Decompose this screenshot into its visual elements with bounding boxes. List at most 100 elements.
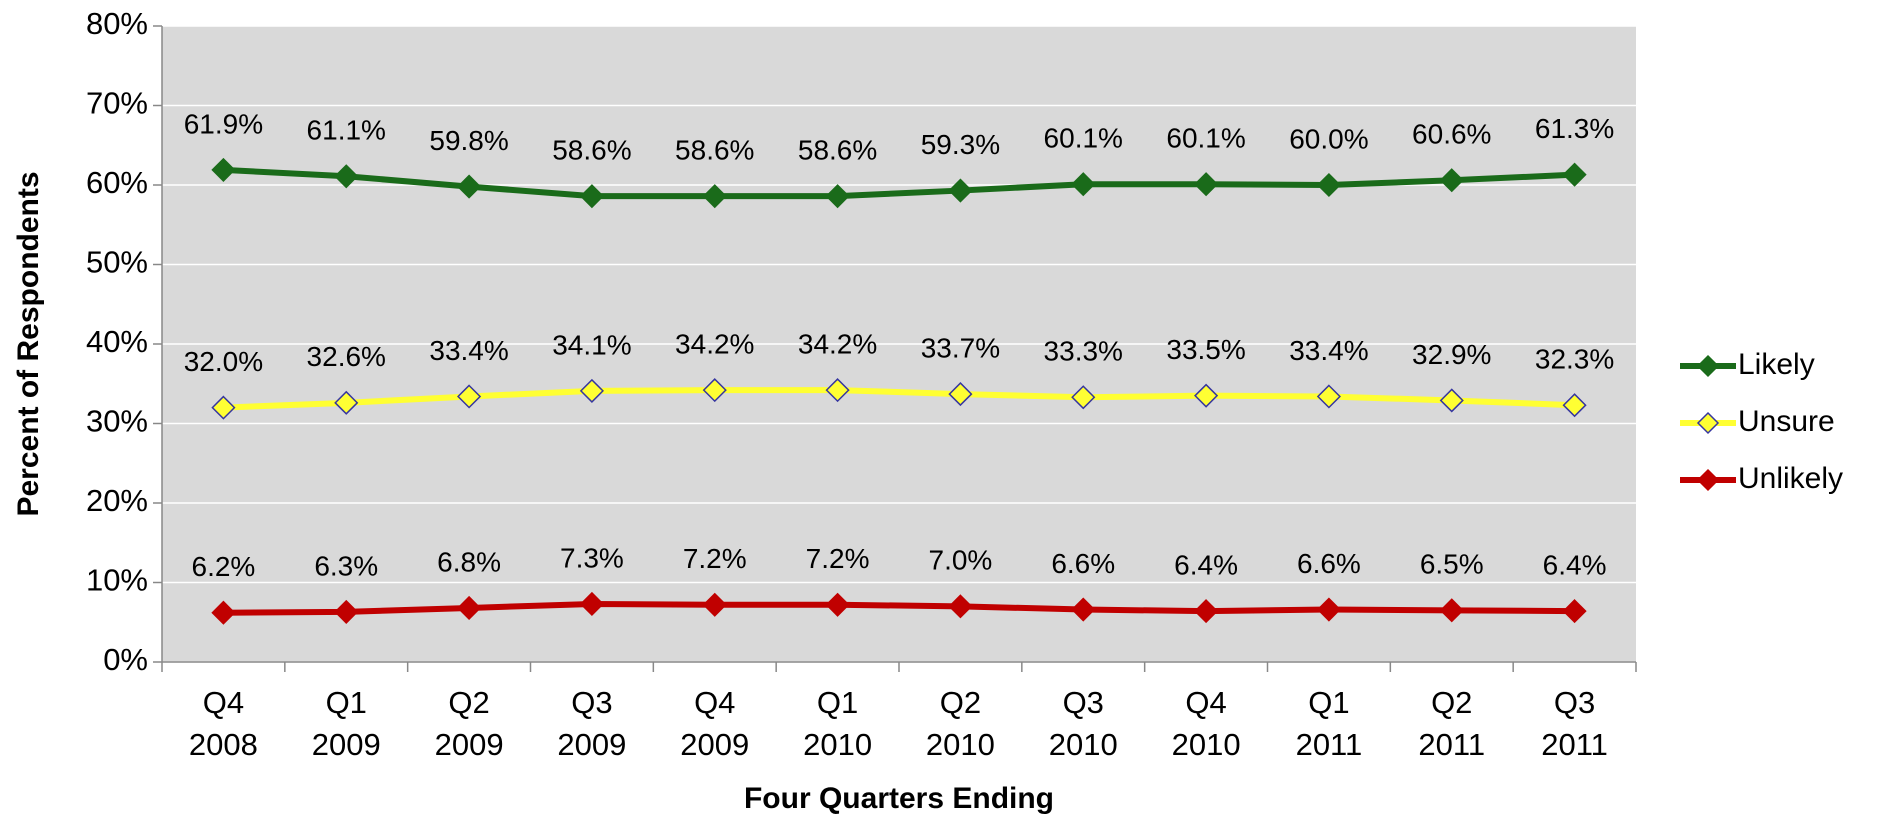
data-marker bbox=[457, 384, 482, 409]
x-tick-label: Q2 2009 bbox=[435, 685, 504, 762]
data-label: 34.2% bbox=[675, 329, 754, 360]
data-marker bbox=[1316, 384, 1341, 409]
data-label: 58.6% bbox=[798, 135, 877, 166]
y-tick-label: 40% bbox=[86, 324, 148, 359]
data-label: 6.3% bbox=[314, 550, 378, 581]
data-marker bbox=[1439, 168, 1464, 193]
y-axis-title: Percent of Respondents bbox=[12, 171, 45, 516]
y-tick-label: 0% bbox=[103, 642, 148, 677]
x-tick-label: Q2 2010 bbox=[926, 685, 995, 762]
data-label: 58.6% bbox=[675, 135, 754, 166]
x-tick-label: Q3 2009 bbox=[557, 685, 626, 762]
data-label: 32.3% bbox=[1535, 344, 1614, 375]
data-marker bbox=[211, 157, 236, 182]
y-tick-label: 30% bbox=[86, 404, 148, 439]
data-label: 61.3% bbox=[1535, 113, 1614, 144]
y-tick-label: 70% bbox=[86, 86, 148, 121]
data-label: 60.0% bbox=[1289, 123, 1368, 154]
data-marker bbox=[948, 594, 973, 619]
data-label: 32.0% bbox=[184, 346, 263, 377]
data-marker bbox=[702, 378, 727, 403]
data-label: 32.6% bbox=[307, 341, 386, 372]
data-marker bbox=[1194, 599, 1219, 624]
data-marker bbox=[825, 592, 850, 617]
data-label: 33.5% bbox=[1166, 334, 1245, 365]
data-marker bbox=[457, 174, 482, 199]
data-label: 59.3% bbox=[921, 129, 1000, 160]
data-label: 33.3% bbox=[1044, 336, 1123, 367]
x-tick-label: Q4 2010 bbox=[1172, 685, 1241, 762]
data-label: 60.1% bbox=[1044, 123, 1123, 154]
data-label: 6.8% bbox=[437, 546, 501, 577]
data-marker bbox=[1071, 172, 1096, 197]
data-label: 33.4% bbox=[429, 335, 508, 366]
data-label: 58.6% bbox=[552, 135, 631, 166]
data-label: 59.8% bbox=[429, 125, 508, 156]
x-tick-label: Q4 2008 bbox=[189, 685, 258, 762]
x-tick-label: Q1 2010 bbox=[803, 685, 872, 762]
data-marker bbox=[334, 164, 359, 189]
data-marker bbox=[1194, 172, 1219, 197]
data-marker bbox=[825, 378, 850, 403]
x-tick-label: Q3 2011 bbox=[1541, 685, 1608, 762]
x-axis-title: Four Quarters Ending bbox=[744, 782, 1054, 815]
legend-label: Unsure bbox=[1738, 405, 1835, 438]
data-label: 7.3% bbox=[560, 542, 624, 573]
data-label: 6.6% bbox=[1297, 548, 1361, 579]
y-tick-label: 20% bbox=[86, 483, 148, 518]
data-marker bbox=[211, 395, 236, 420]
x-tick-label: Q3 2010 bbox=[1049, 685, 1118, 762]
data-label: 7.2% bbox=[806, 543, 870, 574]
data-marker bbox=[457, 595, 482, 621]
y-tick-label: 60% bbox=[86, 165, 148, 200]
data-marker bbox=[948, 178, 973, 203]
x-tick-label: Q2 2011 bbox=[1418, 685, 1485, 762]
x-tick-label: Q4 2009 bbox=[680, 685, 749, 762]
data-marker bbox=[1316, 172, 1341, 198]
legend-label: Unlikely bbox=[1738, 462, 1843, 495]
legend-marker bbox=[1696, 411, 1720, 435]
data-label: 32.9% bbox=[1412, 339, 1491, 370]
series-line bbox=[223, 387, 1575, 411]
data-marker bbox=[948, 382, 973, 407]
series-line bbox=[223, 600, 1575, 616]
y-tick-label: 10% bbox=[86, 563, 148, 598]
x-tick-label: Q1 2011 bbox=[1296, 685, 1363, 762]
data-label: 33.4% bbox=[1289, 335, 1368, 366]
data-label: 6.2% bbox=[192, 551, 256, 582]
data-marker bbox=[702, 184, 727, 209]
data-label: 61.1% bbox=[307, 115, 386, 146]
x-tick-label: Q1 2009 bbox=[312, 685, 381, 762]
data-marker bbox=[1562, 599, 1587, 624]
data-marker bbox=[334, 390, 359, 415]
legend-marker bbox=[1696, 354, 1720, 378]
legend-label: Likely bbox=[1738, 348, 1815, 381]
data-marker bbox=[1562, 162, 1587, 187]
data-marker bbox=[1071, 385, 1096, 410]
data-marker bbox=[1316, 597, 1341, 622]
data-label: 6.4% bbox=[1174, 550, 1238, 581]
data-label: 34.1% bbox=[552, 329, 631, 360]
data-marker bbox=[825, 184, 850, 209]
data-label: 33.7% bbox=[921, 332, 1000, 363]
legend-marker bbox=[1696, 468, 1720, 492]
data-marker bbox=[579, 591, 604, 617]
data-label: 60.1% bbox=[1166, 123, 1245, 154]
data-marker bbox=[1562, 393, 1587, 418]
data-marker bbox=[579, 378, 604, 403]
data-marker bbox=[702, 592, 727, 617]
data-label: 60.6% bbox=[1412, 119, 1491, 150]
data-label: 34.2% bbox=[798, 329, 877, 360]
data-label: 6.5% bbox=[1420, 549, 1484, 580]
data-label: 7.2% bbox=[683, 543, 747, 574]
y-tick-label: 80% bbox=[86, 6, 148, 41]
data-marker bbox=[334, 599, 359, 624]
data-marker bbox=[1194, 383, 1219, 408]
data-label: 6.4% bbox=[1543, 550, 1607, 581]
data-label: 6.6% bbox=[1051, 548, 1115, 579]
y-tick-label: 50% bbox=[86, 245, 148, 280]
data-label: 7.0% bbox=[929, 545, 993, 576]
data-marker bbox=[1071, 597, 1096, 622]
data-marker bbox=[579, 184, 604, 209]
